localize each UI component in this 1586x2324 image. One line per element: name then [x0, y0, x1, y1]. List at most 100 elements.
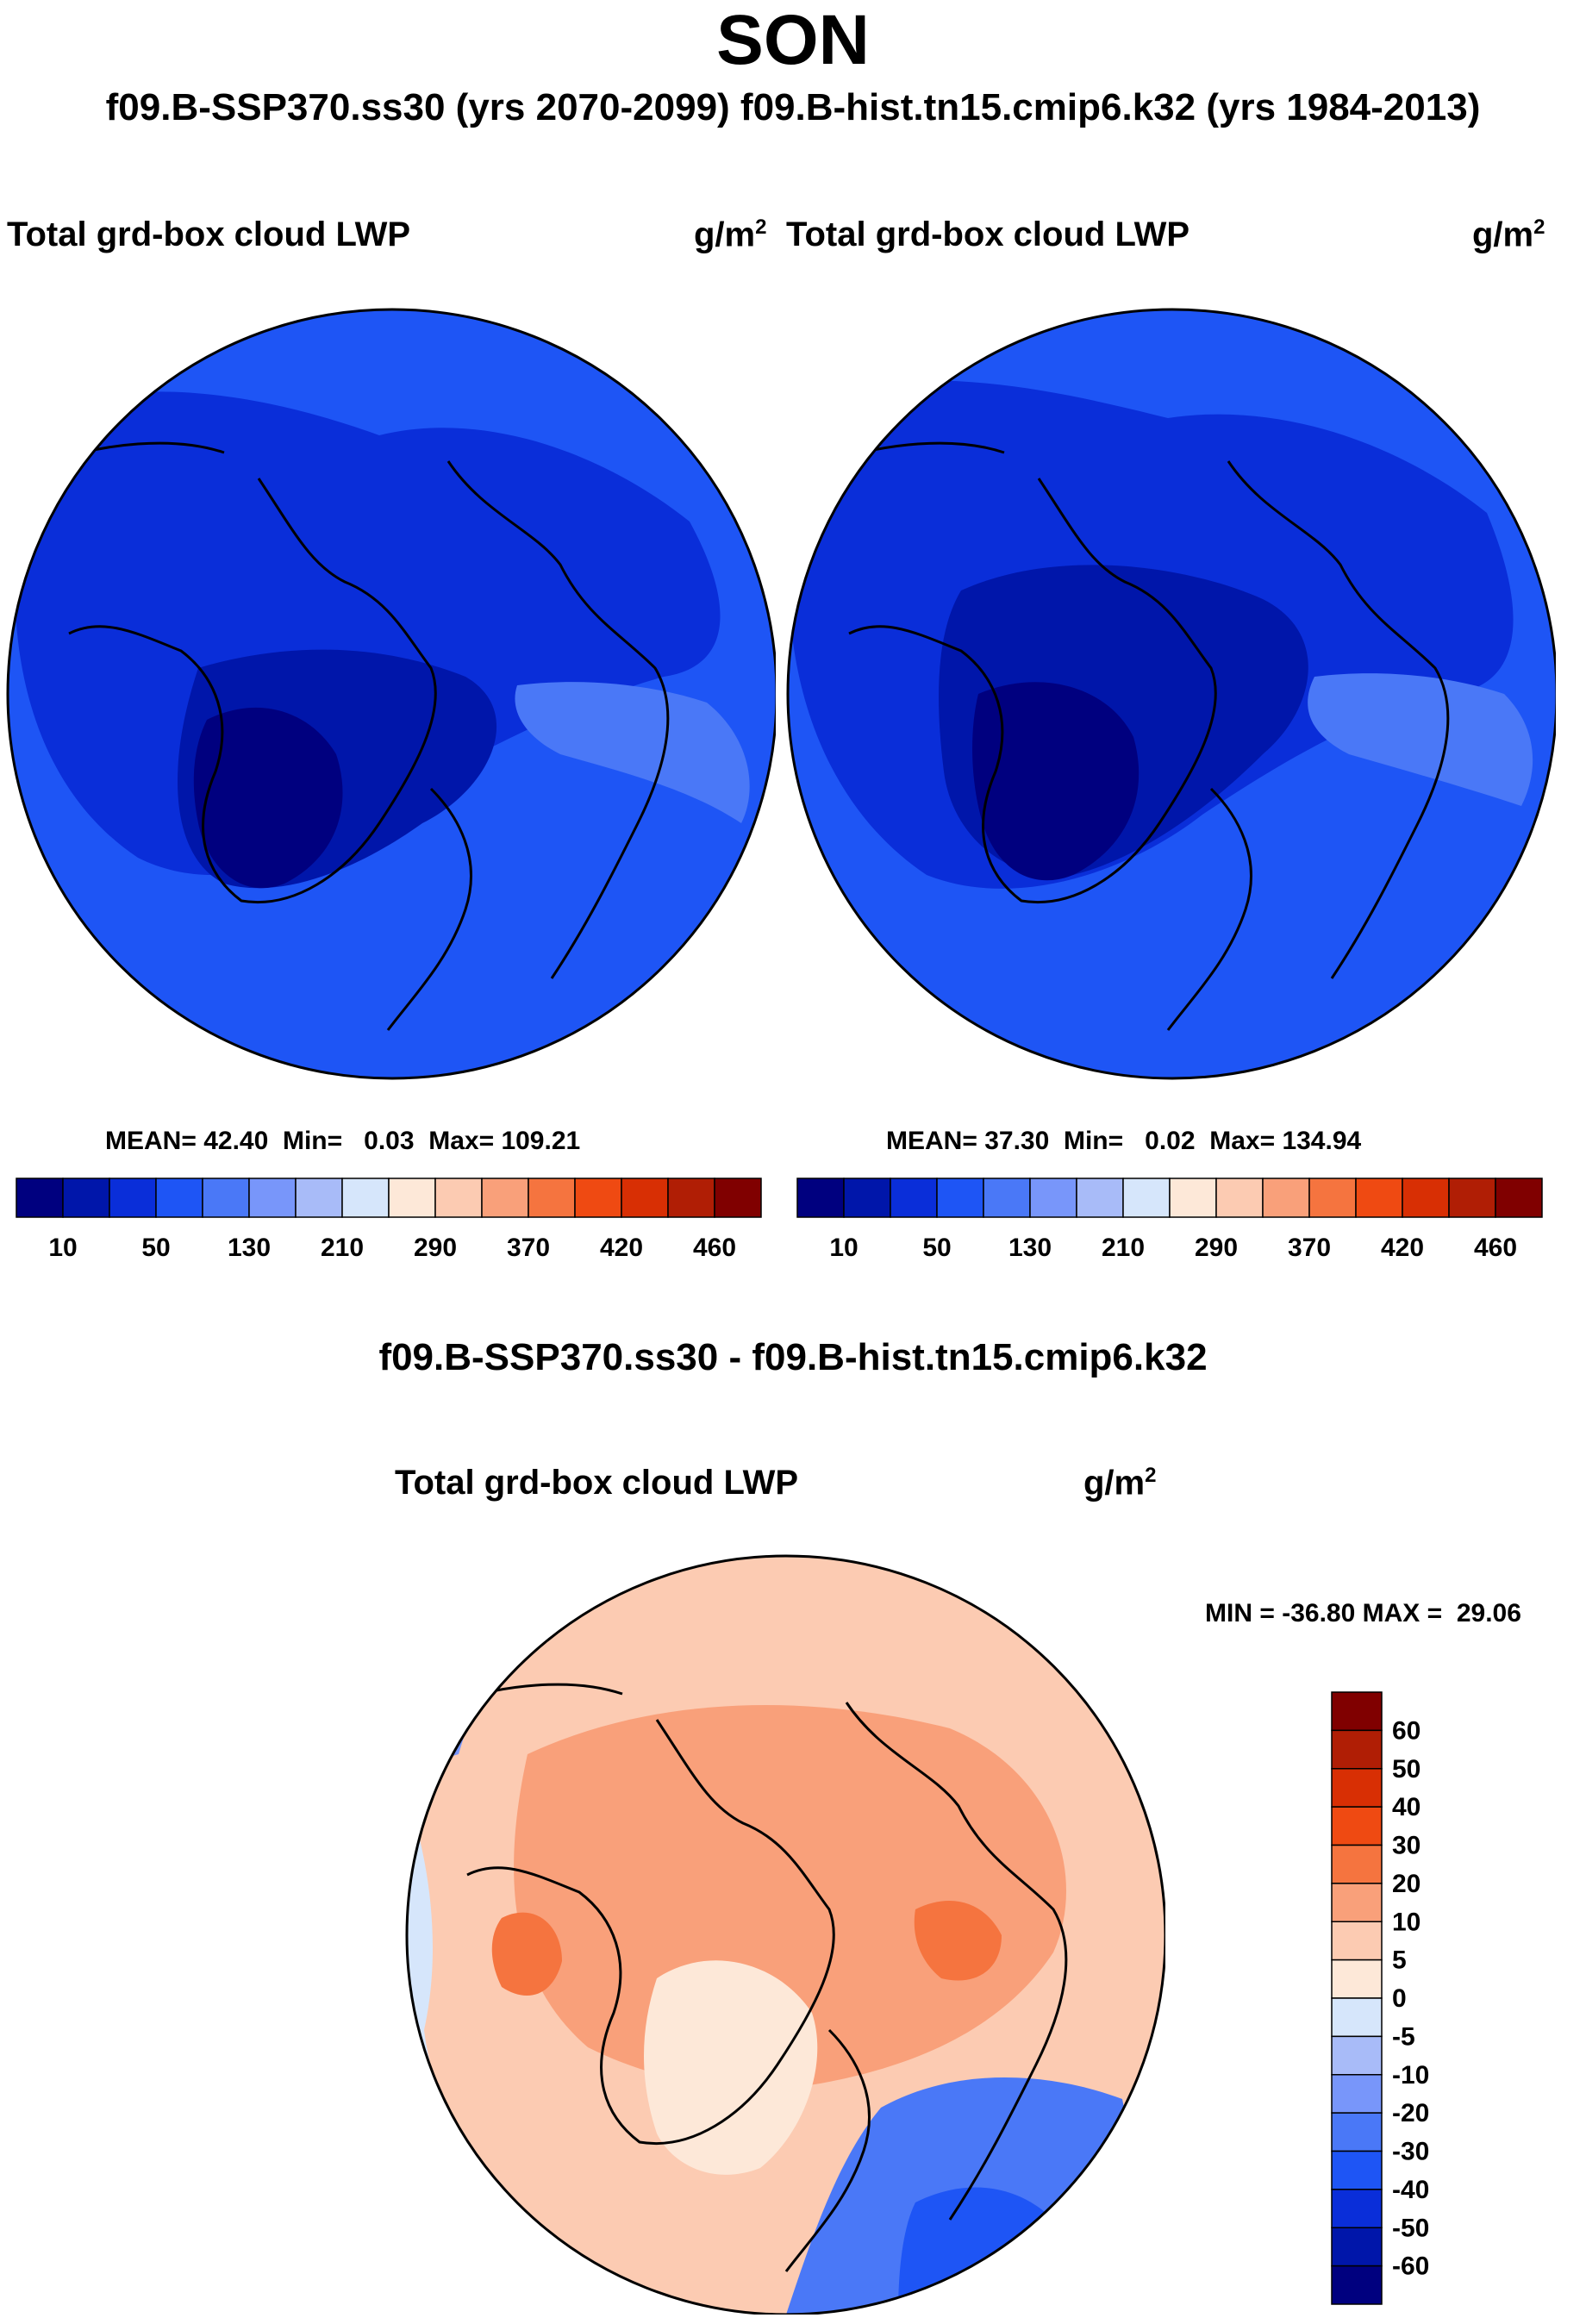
- panel2-min: 0.02: [1145, 1127, 1196, 1155]
- coastline: [386, 787, 472, 1031]
- colorbar-tick-label: 60: [1392, 1716, 1421, 1745]
- colorbar-box: [1355, 1178, 1403, 1218]
- panel1-stats: MEAN= 42.40 Min= 0.03 Max= 109.21: [105, 1127, 580, 1156]
- colorbar-box: [1331, 1691, 1383, 1732]
- field-region: [914, 1901, 1002, 1981]
- field-region: [1308, 673, 1533, 806]
- colorbar-box: [1331, 2112, 1383, 2152]
- coastline: [446, 460, 670, 979]
- map-border: [6, 308, 776, 1080]
- colorbar-box: [890, 1178, 938, 1218]
- colorbar-box: [1331, 2150, 1383, 2190]
- colorbar-tick-label: 290: [1195, 1234, 1238, 1262]
- colorbar-box: [1076, 1178, 1124, 1218]
- colorbar-box: [1169, 1178, 1217, 1218]
- colorbar-box: [341, 1178, 390, 1218]
- panel1-min: 0.03: [364, 1127, 415, 1155]
- colorbar-tick-label: 10: [829, 1234, 858, 1262]
- colorbar-tick-label: 420: [1381, 1234, 1424, 1262]
- colorbar-tick-label: 10: [1392, 1908, 1421, 1936]
- colorbar-tick-label: 5: [1392, 1946, 1407, 1975]
- colorbar-box: [843, 1178, 891, 1218]
- coastline: [1227, 460, 1450, 979]
- map-border: [405, 1554, 1165, 2315]
- field-region: [898, 2187, 1053, 2315]
- colorbar-box: [1122, 1178, 1171, 1218]
- panel2-stats: MEAN= 37.30 Min= 0.02 Max= 134.94: [886, 1127, 1361, 1156]
- field-region: [193, 707, 343, 889]
- colorbar-box: [528, 1178, 576, 1218]
- colorbar-tick-label: 290: [414, 1234, 457, 1262]
- colorbar-box: [1331, 1729, 1383, 1770]
- colorbar-tick-label: 420: [600, 1234, 643, 1262]
- colorbar-box: [796, 1178, 845, 1218]
- colorbar-tick-label: -20: [1392, 2099, 1429, 2127]
- coastline: [68, 478, 437, 903]
- colorbar-box: [714, 1178, 762, 1218]
- colorbar-box: [481, 1178, 529, 1218]
- colorbar-tick-label: 370: [507, 1234, 550, 1262]
- panel2-colorbar: 10 50 130 210 290 370 420 460: [796, 1178, 1543, 1262]
- colorbar-box: [1402, 1178, 1450, 1218]
- colorbar-tick-label: 210: [1102, 1234, 1145, 1262]
- panel3-min: -36.80: [1282, 1599, 1356, 1627]
- colorbar-tick-label: 50: [141, 1234, 170, 1262]
- colorbar-box: [1215, 1178, 1264, 1218]
- colorbar-box: [1262, 1178, 1310, 1218]
- panel3-title: Total grd-box cloud LWP: [395, 1464, 799, 1502]
- colorbar-box: [1331, 2035, 1383, 2076]
- colorbar-box: [1331, 2227, 1383, 2267]
- panel2-min-label: Min=: [1063, 1127, 1124, 1155]
- colorbar-box: [1331, 1768, 1383, 1808]
- colorbar-tick-label: -40: [1392, 2176, 1429, 2204]
- colorbar-box: [16, 1178, 64, 1218]
- coastline: [784, 2028, 871, 2272]
- colorbar-box: [1331, 2189, 1383, 2228]
- colorbar-tick-label: 460: [693, 1234, 736, 1262]
- coastline: [848, 478, 1217, 903]
- colorbar-box: [248, 1178, 297, 1218]
- colorbar-box: [1331, 1921, 1383, 1961]
- panel2-map: [786, 308, 1556, 1080]
- colorbar-box: [109, 1178, 157, 1218]
- colorbar-box: [1495, 1178, 1543, 1218]
- colorbar-tick-label: 210: [321, 1234, 364, 1262]
- panel3-max-label: MAX =: [1362, 1599, 1443, 1627]
- colorbar-box: [1331, 1883, 1383, 1922]
- colorbar-tick-label: 130: [1008, 1234, 1052, 1262]
- panel2-title: Total grd-box cloud LWP: [786, 216, 1190, 253]
- field-region: [515, 682, 750, 823]
- colorbar-box: [936, 1178, 984, 1218]
- colorbar-box: [983, 1178, 1031, 1218]
- colorbar-tick-label: 0: [1392, 1984, 1407, 2013]
- panel2-max-label: Max=: [1209, 1127, 1276, 1155]
- colorbar-box: [621, 1178, 669, 1218]
- colorbar-box: [1331, 1997, 1383, 2038]
- panel1-title: Total grd-box cloud LWP: [7, 216, 411, 253]
- panel1-units: g/m2: [694, 216, 767, 254]
- panel1-mean: 42.40: [203, 1127, 269, 1155]
- colorbar-box: [62, 1178, 110, 1218]
- coastline: [845, 1702, 1068, 2221]
- field-region: [644, 1960, 818, 2175]
- panel3-max: 29.06: [1456, 1599, 1521, 1627]
- panel3-map: [405, 1554, 1165, 2315]
- coastline: [1166, 787, 1252, 1031]
- colorbar-tick-label: 30: [1392, 1832, 1421, 1860]
- colorbar-box: [1331, 2074, 1383, 2114]
- colorbar-box: [434, 1178, 483, 1218]
- colorbar-tick-label: -30: [1392, 2138, 1429, 2166]
- colorbar-box: [1331, 1844, 1383, 1884]
- panel3-units: g/m2: [1083, 1464, 1157, 1502]
- panel3-min-label: MIN =: [1205, 1599, 1275, 1627]
- colorbar-tick-label: 460: [1474, 1234, 1517, 1262]
- colorbar-box: [667, 1178, 715, 1218]
- colorbar-tick-label: -5: [1392, 2022, 1415, 2051]
- case-header: f09.B-SSP370.ss30 (yrs 2070-2099) f09.B-…: [105, 86, 1481, 128]
- coastline: [466, 1719, 835, 2145]
- colorbar-box: [1448, 1178, 1496, 1218]
- colorbar-tick-label: 50: [922, 1234, 951, 1262]
- colorbar-tick-label: 50: [1392, 1755, 1421, 1784]
- map-border: [786, 308, 1556, 1080]
